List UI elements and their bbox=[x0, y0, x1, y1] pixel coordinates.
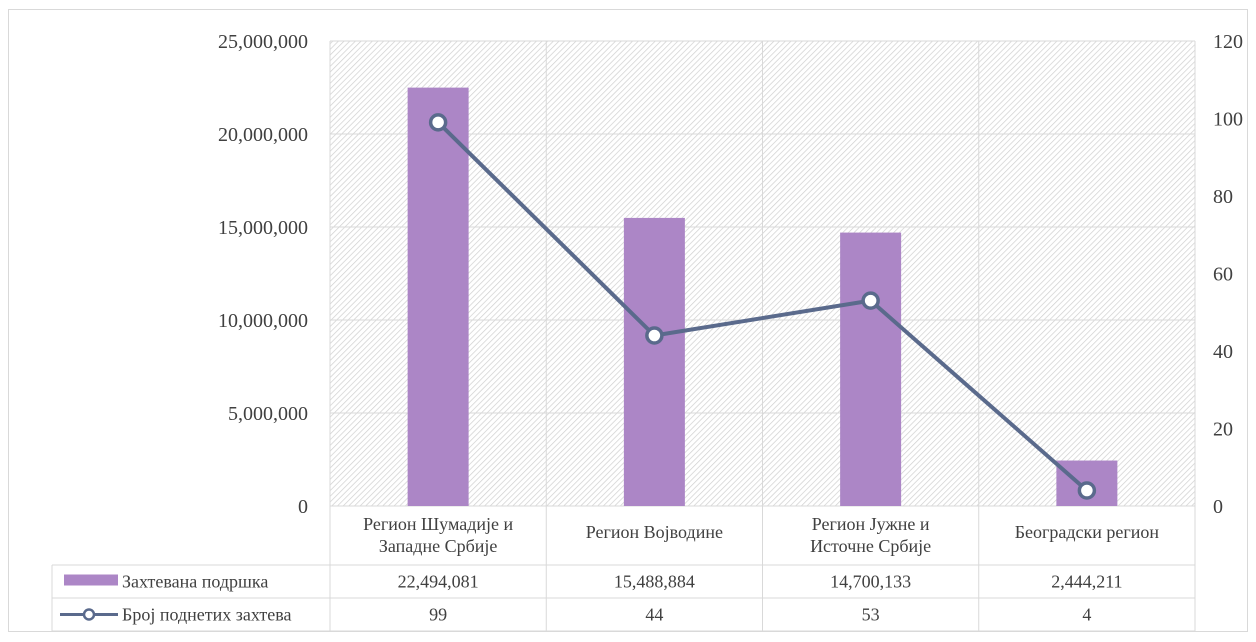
y-right-tick-label: 100 bbox=[1213, 109, 1243, 131]
category-label: Београдски регион bbox=[1015, 522, 1160, 542]
y-right-tick-label: 40 bbox=[1213, 341, 1233, 363]
category-label: Источне Србије bbox=[810, 536, 931, 556]
legend-label-line: Број поднетих захтева bbox=[122, 605, 292, 625]
table-cell-bar-value: 22,494,081 bbox=[398, 572, 479, 592]
bar bbox=[840, 232, 902, 507]
table-cell-line-value: 44 bbox=[645, 605, 663, 625]
y-right-tick-label: 20 bbox=[1213, 419, 1233, 441]
y-left-tick-label: 20,000,000 bbox=[218, 124, 308, 146]
series-line bbox=[436, 120, 1089, 493]
table-cell-bar-value: 14,700,133 bbox=[830, 572, 911, 592]
y-right-tick-label: 60 bbox=[1213, 264, 1233, 286]
y-left-tick-label: 10,000,000 bbox=[218, 310, 308, 332]
line-point bbox=[645, 326, 664, 345]
y-right-tick-label: 0 bbox=[1213, 496, 1223, 518]
table-cell-line-value: 4 bbox=[1082, 605, 1091, 625]
bar bbox=[623, 217, 685, 507]
y-left-tick-label: 25,000,000 bbox=[218, 31, 308, 53]
table-cell-bar-value: 2,444,211 bbox=[1051, 572, 1122, 592]
table-cell-bar-value: 15,488,884 bbox=[614, 572, 695, 592]
category-label: Западне Србије bbox=[379, 536, 497, 556]
line-point bbox=[428, 113, 448, 132]
category-label: Регион Шумадије и bbox=[363, 514, 513, 534]
legend-key-bar bbox=[64, 574, 118, 586]
y-left-tick-label: 0 bbox=[298, 496, 308, 518]
y-right-tick-label: 80 bbox=[1213, 186, 1233, 208]
y-left-tick-label: 5,000,000 bbox=[228, 403, 308, 425]
table-cell-line-value: 99 bbox=[429, 605, 447, 625]
bar bbox=[407, 87, 469, 506]
table-cell-line-value: 53 bbox=[862, 605, 880, 625]
legend-label-bar: Захтевана подршка bbox=[122, 572, 268, 592]
category-label: Регион Јужне и bbox=[812, 514, 930, 534]
legend-key-marker bbox=[82, 608, 96, 621]
category-label: Регион Војводине bbox=[586, 522, 723, 542]
y-right-tick-label: 120 bbox=[1213, 31, 1243, 53]
y-left-tick-label: 15,000,000 bbox=[218, 217, 308, 239]
line-point bbox=[1077, 481, 1097, 500]
line-point bbox=[861, 291, 880, 310]
